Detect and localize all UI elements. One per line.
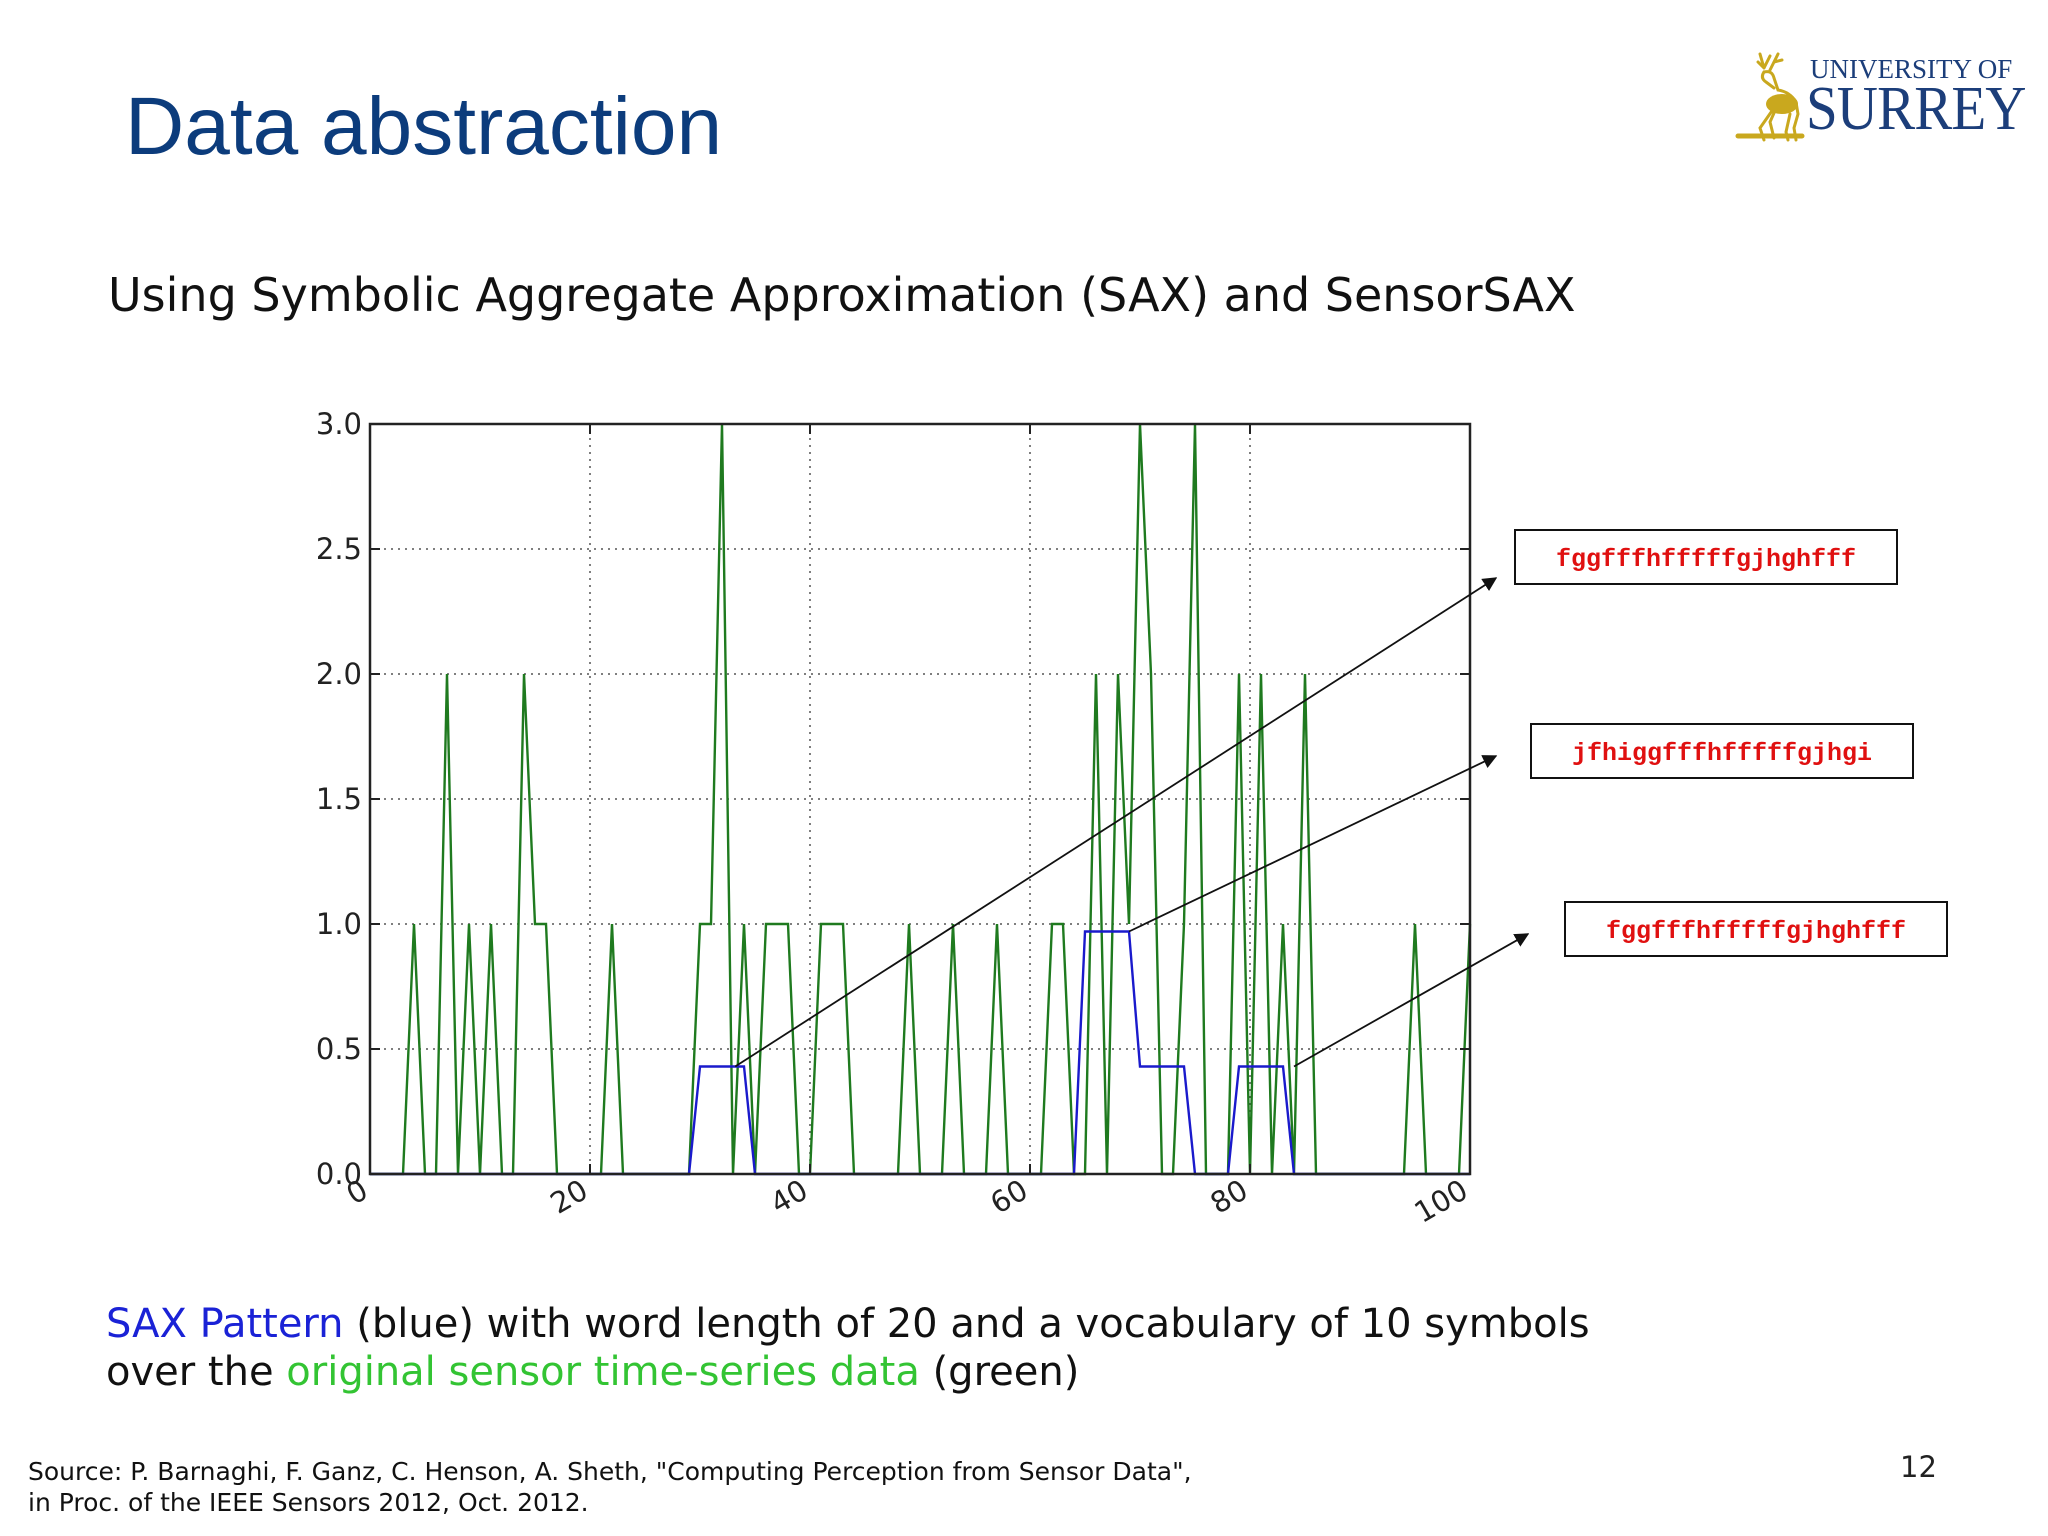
chart-annotations: fggfffhfffffgjhghfff jfhiggfffhfffffgjhgi… xyxy=(734,529,1948,1068)
annotation-label: fggfffhfffffgjhghfff xyxy=(1556,545,1856,574)
caption-line-2: over the original sensor time-series dat… xyxy=(106,1348,1590,1396)
annotation-box xyxy=(1530,723,1914,779)
series-line-original-data xyxy=(370,423,1472,1176)
y-tick-label: 3.0 xyxy=(316,407,362,441)
caption-sax-pattern: SAX Pattern xyxy=(106,1301,344,1347)
caption-line-2-end: (green) xyxy=(919,1349,1080,1395)
series-line-sax-pattern xyxy=(370,930,1470,1176)
annotation-box xyxy=(1564,901,1948,957)
caption-line-1-rest: (blue) with word length of 20 and a voca… xyxy=(343,1301,1590,1347)
annotation-arrow xyxy=(734,577,1498,1068)
annotation-box xyxy=(1514,529,1898,585)
annotation-label: jfhiggfffhfffffgjhgi xyxy=(1572,739,1872,768)
university-logo: UNIVERSITY OF SURREY xyxy=(1730,48,2030,148)
chart-grid xyxy=(370,424,1470,1174)
x-tick-label: 100 xyxy=(1409,1173,1474,1230)
source-line-1: Source: P. Barnaghi, F. Ganz, C. Henson,… xyxy=(28,1457,1192,1486)
caption-line-2-start: over the xyxy=(106,1349,287,1395)
chart-series xyxy=(370,423,1472,1176)
logo-surrey: SURREY xyxy=(1806,75,2026,143)
caption-line-1: SAX Pattern (blue) with word length of 2… xyxy=(106,1300,1590,1348)
y-tick-label: 1.5 xyxy=(316,782,362,816)
annotation-label: fggfffhfffffgjhghfff xyxy=(1606,917,1906,946)
page-number: 12 xyxy=(1900,1450,1937,1484)
y-tick-label: 0.0 xyxy=(316,1157,362,1191)
y-tick-label: 0.5 xyxy=(316,1032,362,1066)
y-tick-label: 2.0 xyxy=(316,657,362,691)
plot-frame xyxy=(368,422,1472,1176)
slide-subtitle: Using Symbolic Aggregate Approximation (… xyxy=(108,268,1576,322)
x-tick-label: 80 xyxy=(1205,1173,1254,1221)
slide-title: Data abstraction xyxy=(125,81,723,172)
source-citation: Source: P. Barnaghi, F. Ganz, C. Henson,… xyxy=(28,1456,1192,1518)
x-tick-label: 60 xyxy=(985,1173,1034,1221)
x-tick-label: 40 xyxy=(765,1173,814,1221)
annotation-arrow xyxy=(1128,755,1498,933)
stag-icon xyxy=(1735,52,1805,142)
logo-university-of: UNIVERSITY OF xyxy=(1810,54,2013,84)
source-line-2: in Proc. of the IEEE Sensors 2012, Oct. … xyxy=(28,1488,589,1517)
x-tick-label: 20 xyxy=(545,1173,594,1221)
chart-caption: SAX Pattern (blue) with word length of 2… xyxy=(106,1300,1590,1396)
caption-original-data: original sensor time-series data xyxy=(286,1349,920,1395)
y-tick-label: 1.0 xyxy=(316,907,362,941)
annotation-arrow xyxy=(1293,933,1530,1068)
y-tick-label: 2.5 xyxy=(316,532,362,566)
